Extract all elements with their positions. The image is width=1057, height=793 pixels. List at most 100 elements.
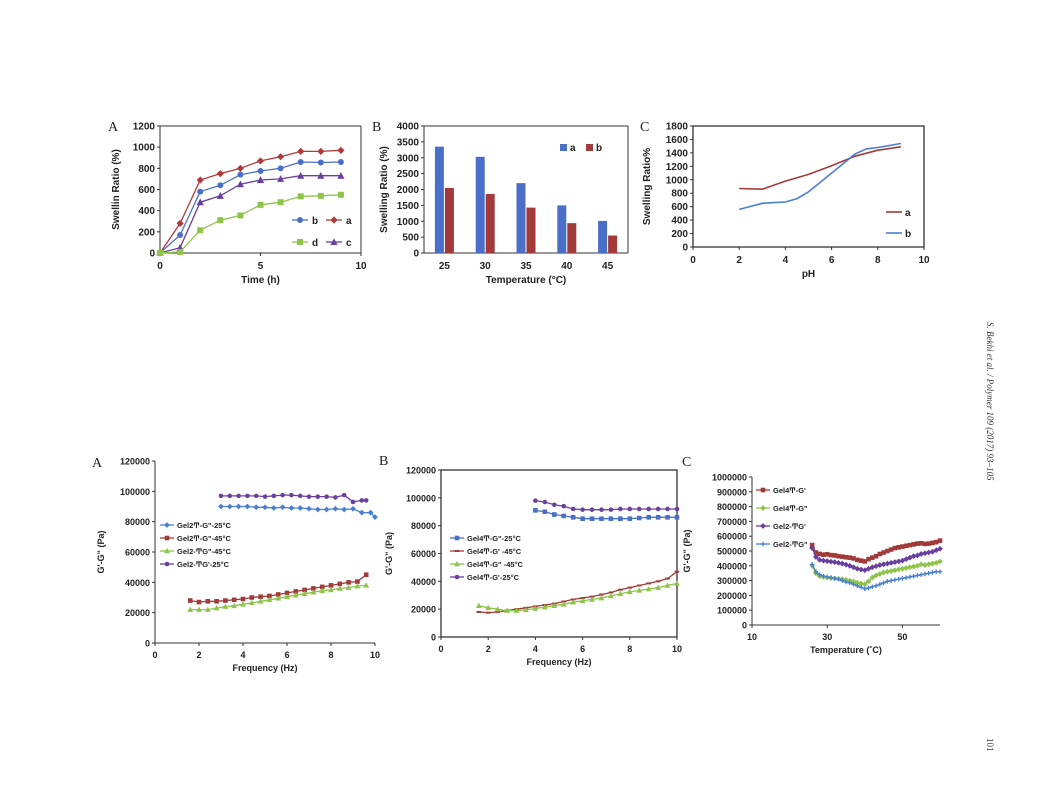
data-point (257, 167, 264, 174)
x-tick-label: 6 (284, 650, 289, 660)
bar-a-45 (598, 220, 608, 253)
data-point (350, 505, 356, 512)
data-point (236, 180, 244, 188)
data-point (218, 493, 224, 499)
panel-letter: B (372, 120, 381, 135)
data-point (589, 507, 595, 512)
y-tick-label: 0 (145, 639, 150, 649)
data-point (627, 516, 633, 522)
legend-label: Gel4Ͳ-G"-25°C (467, 534, 521, 543)
y-tick-label: 3000 (397, 153, 420, 164)
data-point (885, 548, 890, 554)
data-point (925, 561, 932, 568)
data-point (892, 545, 898, 551)
data-point (533, 498, 538, 503)
data-point (204, 606, 211, 612)
data-point (674, 515, 680, 520)
data-point (196, 599, 202, 605)
x-tick-label: 10 (355, 261, 367, 272)
legend-label: d (312, 238, 318, 249)
x-tick-label: 10 (747, 632, 757, 642)
data-point (911, 542, 916, 547)
data-point (580, 516, 585, 522)
y-tick-label: 2000 (397, 185, 420, 196)
data-point (253, 504, 260, 511)
data-point (824, 551, 830, 557)
data-point (674, 506, 680, 512)
data-point (314, 506, 321, 513)
x-tick-label: 6 (829, 255, 835, 266)
data-point (933, 539, 939, 545)
data-point (258, 594, 263, 600)
y-tick-label: 80000 (125, 517, 150, 527)
data-point (187, 598, 193, 603)
data-point (598, 594, 605, 601)
data-point (891, 559, 898, 565)
data-point (907, 564, 913, 571)
legend-marker (164, 561, 170, 567)
data-point (231, 602, 238, 609)
data-point (589, 596, 595, 602)
data-point (279, 504, 286, 511)
panel-letter: C (640, 120, 649, 135)
data-point (836, 553, 841, 559)
y-tick-label: 800000 (717, 502, 747, 512)
data-point (213, 605, 220, 611)
x-tick-label: 10 (918, 255, 930, 266)
data-point (306, 494, 312, 499)
bar-b-30 (485, 193, 495, 253)
data-point (937, 545, 943, 552)
legend-marker (454, 560, 460, 567)
x-axis-label: Temperature (°C) (486, 275, 567, 286)
data-point (277, 165, 284, 172)
y-tick-label: 900000 (717, 487, 747, 497)
legend-marker (760, 505, 766, 511)
data-point (895, 566, 902, 573)
data-point (315, 494, 321, 499)
data-point (256, 176, 265, 183)
x-tick-label: 30 (480, 261, 492, 272)
data-point (337, 191, 344, 198)
data-point (523, 606, 529, 613)
data-point (177, 232, 184, 239)
data-point (888, 547, 894, 552)
journal-reference: S. Bekhi et al. / Polymer 109 (2017) 93–… (985, 322, 995, 481)
legend-marker (297, 239, 303, 245)
data-point (821, 552, 826, 557)
y-tick-label: 80000 (411, 521, 436, 531)
legend-label: b (905, 229, 911, 240)
data-point (231, 597, 237, 603)
data-point (196, 198, 204, 206)
y-tick-label: 0 (431, 633, 436, 643)
data-point (599, 516, 604, 522)
x-tick-label: 8 (328, 650, 333, 660)
data-point (262, 504, 268, 511)
legend-label: Gel4Ͳ-G" (773, 504, 808, 513)
y-tick-label: 0 (682, 243, 688, 254)
series-line-Gel4Ͳ-G' -45°C (478, 571, 678, 614)
data-point (900, 544, 905, 549)
legend-label: b (312, 216, 318, 227)
data-point (297, 493, 303, 499)
legend-marker (330, 238, 338, 245)
y-tick-label: 60000 (411, 549, 436, 559)
y-tick-label: 500 (402, 233, 419, 244)
data-point (880, 569, 887, 576)
data-point (839, 554, 845, 559)
data-point (302, 587, 307, 593)
data-point (851, 556, 856, 561)
data-point (877, 551, 883, 557)
bar-a-25 (434, 146, 444, 253)
data-point (513, 607, 520, 613)
legend-marker (760, 523, 766, 529)
data-point (532, 605, 539, 611)
data-point (240, 596, 246, 602)
data-point (655, 506, 661, 512)
data-point (636, 506, 642, 512)
legend-label: Gel4Ͳ-G'-25°C (467, 573, 520, 582)
series-line-Gel4Ͳ-G'-25°C (535, 499, 677, 511)
data-point (561, 503, 567, 509)
data-point (266, 596, 273, 603)
y-tick-label: 1400 (666, 148, 689, 159)
